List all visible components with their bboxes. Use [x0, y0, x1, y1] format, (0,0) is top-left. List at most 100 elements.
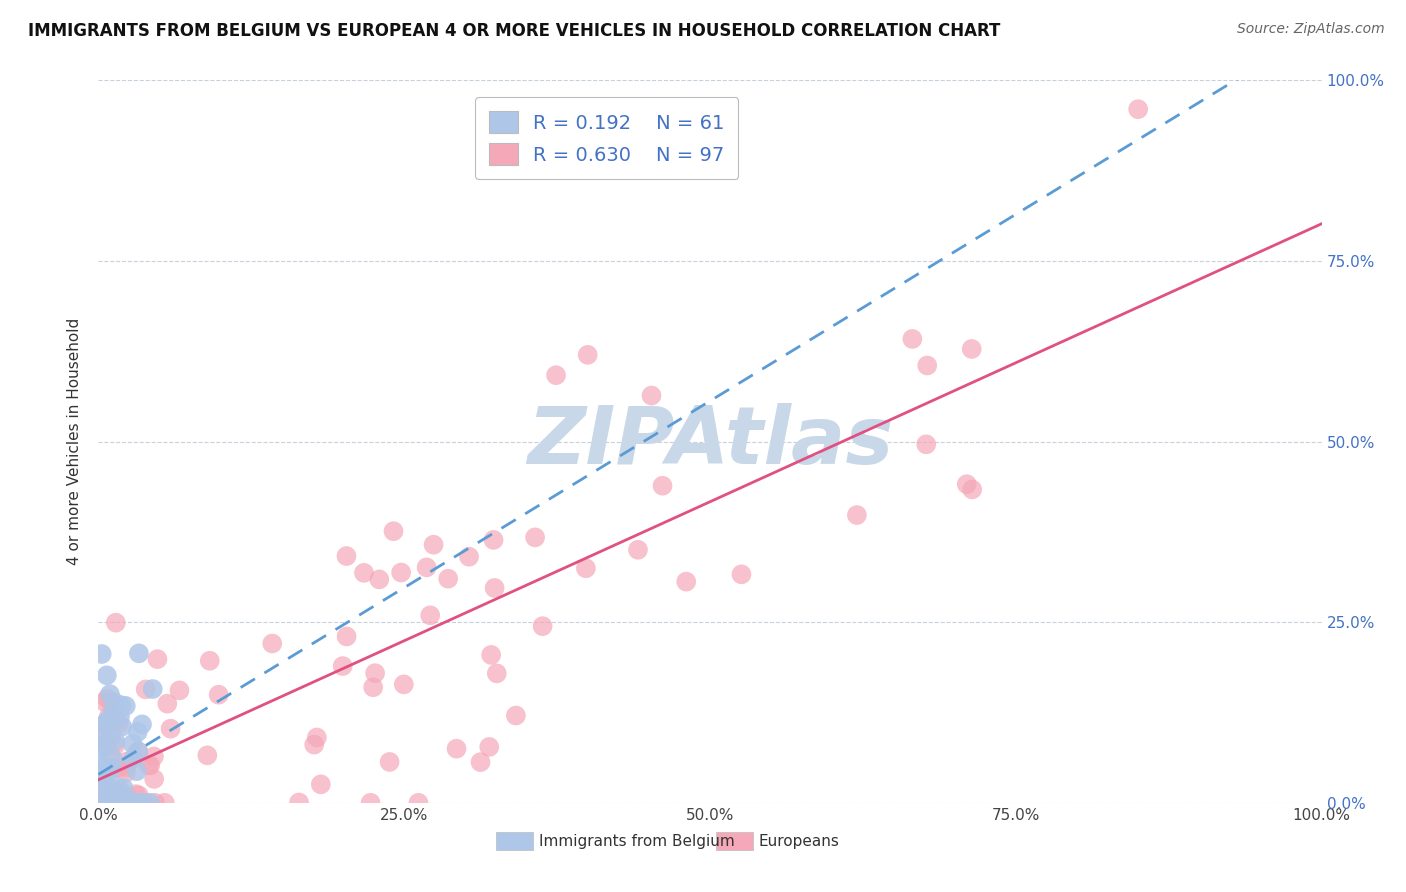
Point: [122, 752, 145, 766]
Point: [1128, 102, 1150, 116]
Point: [97, 709, 120, 723]
Point: [110, 698, 132, 713]
Point: [90, 739, 112, 753]
Point: [108, 782, 131, 797]
Point: [458, 549, 481, 564]
Point: [97, 796, 120, 810]
Point: [139, 796, 162, 810]
Point: [97, 796, 120, 810]
Point: [127, 744, 149, 758]
Point: [93, 796, 115, 810]
Point: [96, 796, 118, 810]
Point: [627, 542, 650, 557]
Point: [309, 777, 332, 791]
Point: [98, 772, 121, 787]
Point: [117, 796, 139, 810]
Point: [107, 796, 129, 810]
Point: [124, 796, 146, 810]
Point: [470, 755, 492, 769]
Point: [364, 666, 387, 681]
Point: [97, 796, 120, 810]
FancyBboxPatch shape: [716, 831, 752, 850]
Point: [139, 758, 162, 772]
Text: IMMIGRANTS FROM BELGIUM VS EUROPEAN 4 OR MORE VEHICLES IN HOUSEHOLD CORRELATION : IMMIGRANTS FROM BELGIUM VS EUROPEAN 4 OR…: [28, 22, 1001, 40]
Point: [484, 581, 506, 595]
Point: [125, 764, 148, 779]
Point: [336, 630, 359, 644]
Point: [101, 796, 124, 810]
Point: [96, 714, 118, 728]
Text: Europeans: Europeans: [759, 834, 839, 848]
Point: [97, 736, 120, 750]
Point: [675, 574, 697, 589]
Point: [361, 680, 384, 694]
Point: [262, 636, 284, 650]
Point: [108, 709, 131, 723]
Point: [960, 342, 983, 356]
Point: [640, 388, 662, 402]
Point: [305, 731, 328, 745]
Point: [121, 737, 143, 751]
Point: [107, 786, 129, 800]
Point: [956, 477, 979, 491]
Point: [101, 752, 124, 766]
Point: [368, 573, 391, 587]
FancyBboxPatch shape: [496, 831, 533, 850]
Point: [96, 796, 118, 810]
Point: [114, 698, 136, 713]
Point: [104, 734, 127, 748]
Point: [108, 717, 131, 731]
Point: [131, 717, 153, 731]
Point: [100, 761, 122, 775]
Point: [115, 755, 138, 769]
Point: [146, 652, 169, 666]
Y-axis label: 4 or more Vehicles in Household: 4 or more Vehicles in Household: [67, 318, 83, 566]
Point: [143, 772, 166, 786]
Point: [96, 691, 118, 706]
Point: [100, 695, 122, 709]
Point: [91, 796, 114, 810]
Point: [437, 572, 460, 586]
Point: [575, 561, 598, 575]
Point: [115, 789, 138, 804]
Point: [100, 782, 122, 797]
Point: [91, 796, 114, 810]
Point: [93, 695, 115, 709]
Point: [353, 566, 375, 580]
Point: [112, 780, 135, 795]
Point: [135, 682, 157, 697]
Point: [91, 796, 114, 810]
Point: [89, 756, 111, 771]
Point: [89, 796, 111, 810]
Point: [93, 796, 115, 810]
Point: [107, 762, 129, 776]
Point: [94, 796, 117, 810]
Point: [195, 748, 218, 763]
Text: Source: ZipAtlas.com: Source: ZipAtlas.com: [1237, 22, 1385, 37]
Point: [93, 740, 115, 755]
Point: [208, 688, 231, 702]
Point: [479, 648, 502, 662]
Point: [576, 348, 599, 362]
Point: [382, 524, 405, 539]
Point: [960, 483, 983, 497]
Point: [485, 666, 508, 681]
Point: [115, 760, 138, 774]
Text: ZIPAtlas: ZIPAtlas: [527, 402, 893, 481]
Point: [94, 765, 117, 780]
Point: [392, 677, 415, 691]
Point: [138, 758, 160, 772]
Point: [91, 725, 114, 739]
Point: [101, 796, 124, 810]
Point: [142, 681, 165, 696]
Point: [156, 697, 179, 711]
Point: [101, 705, 124, 719]
Point: [127, 744, 149, 758]
Point: [415, 560, 437, 574]
Point: [524, 530, 547, 544]
Point: [531, 619, 554, 633]
Point: [482, 533, 505, 547]
Point: [131, 796, 153, 810]
Point: [96, 793, 118, 807]
Point: [115, 765, 138, 780]
